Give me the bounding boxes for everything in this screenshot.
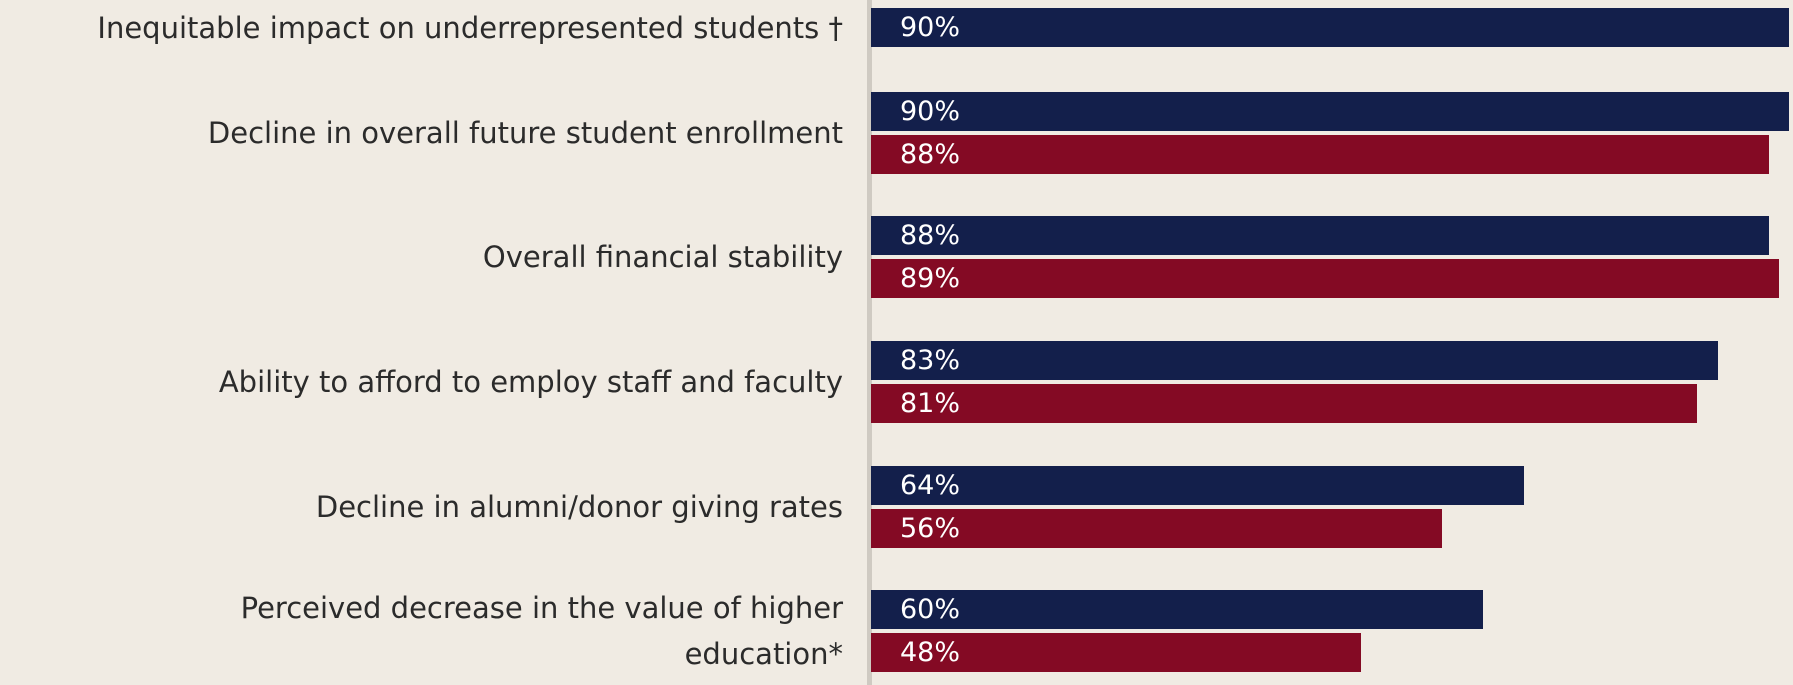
category-label: Ability to afford to employ staff and fa… (218, 364, 843, 399)
category-label: Perceived decrease in the value of highe… (240, 591, 843, 672)
value-label: 83% (900, 344, 961, 376)
bar (871, 216, 1769, 256)
value-label: 81% (900, 387, 961, 419)
bar (871, 8, 1789, 47)
value-label: 89% (900, 263, 961, 295)
bar (871, 134, 1769, 174)
bar (871, 633, 1361, 673)
bar (871, 465, 1524, 505)
value-label: 48% (900, 637, 961, 669)
category-label: Decline in overall future student enroll… (207, 115, 843, 150)
category-label: Overall financial stability (482, 240, 843, 275)
value-label: 88% (900, 138, 961, 170)
value-label: 90% (900, 95, 961, 127)
value-label: 60% (900, 594, 961, 626)
value-label: 88% (900, 220, 961, 252)
bar (871, 91, 1789, 131)
bar (871, 259, 1779, 299)
value-label: 90% (900, 12, 961, 43)
bar (871, 383, 1698, 423)
value-label: 64% (900, 469, 961, 501)
category-label: Decline in alumni/donor giving rates (315, 489, 843, 524)
category-label: Inequitable impact on underrepresented s… (97, 10, 843, 45)
bar (871, 590, 1483, 630)
bar (871, 340, 1718, 380)
bar (871, 508, 1443, 548)
value-label: 56% (900, 512, 961, 544)
axis-line (867, 0, 872, 685)
